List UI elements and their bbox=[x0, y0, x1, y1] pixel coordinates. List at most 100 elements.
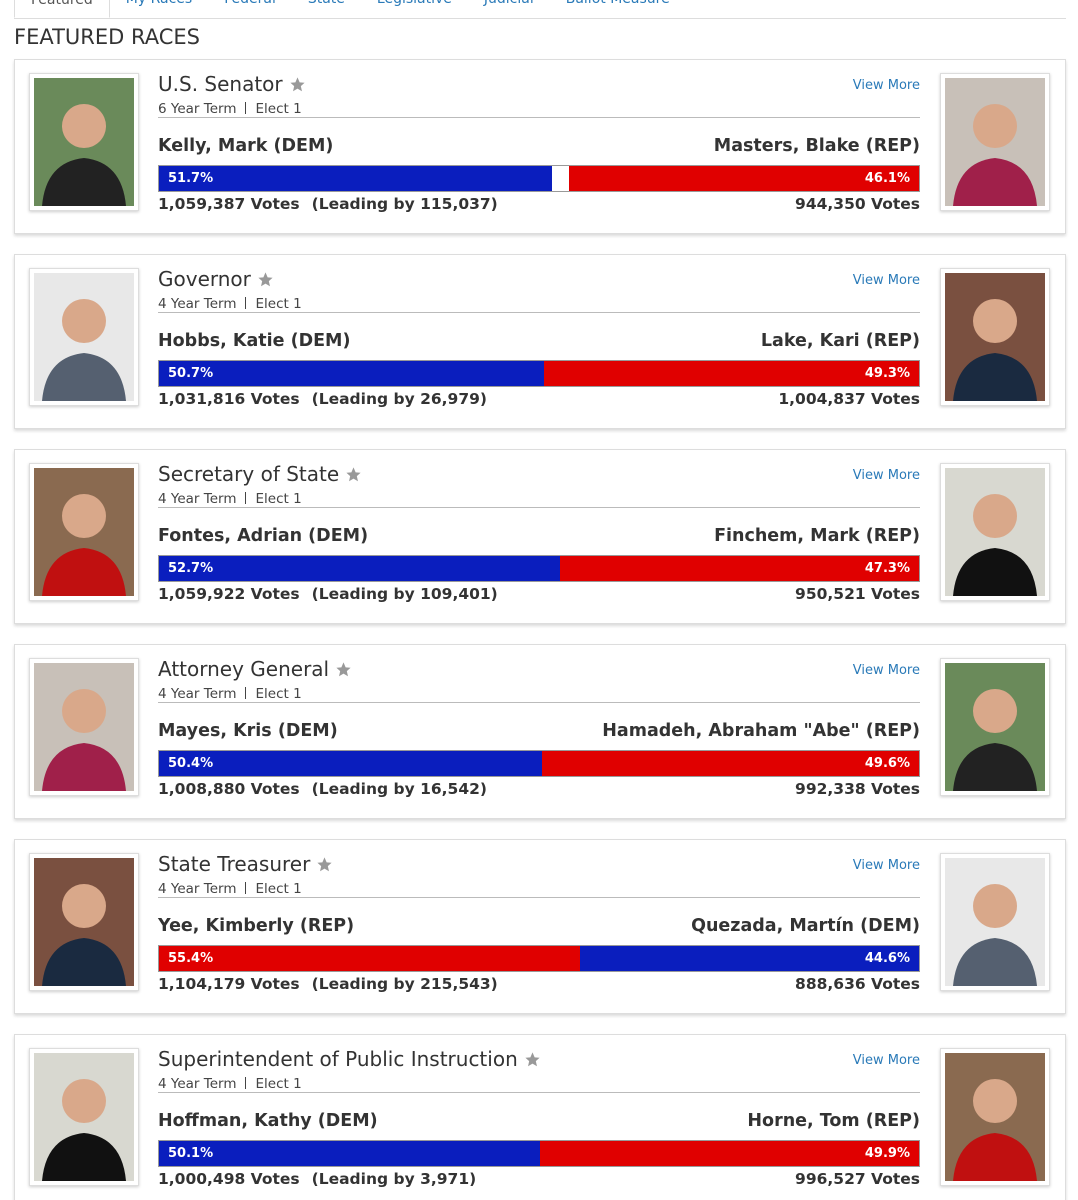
favorite-star[interactable] bbox=[289, 74, 306, 98]
view-more-link[interactable]: View More bbox=[852, 1053, 920, 1068]
vote-share-bar bbox=[559, 556, 919, 581]
portrait bbox=[945, 1053, 1045, 1181]
star-icon bbox=[525, 1051, 540, 1066]
tab[interactable]: Featured bbox=[14, 0, 110, 18]
elect: Elect 1 bbox=[255, 296, 302, 312]
star-icon bbox=[290, 76, 305, 91]
lead-margin: (Leading by 26,979) bbox=[311, 390, 487, 408]
tab[interactable]: My Races bbox=[110, 0, 208, 18]
race-title: Secretary of State bbox=[158, 462, 362, 488]
vote-bar: 50.1% 49.9% bbox=[158, 1140, 920, 1167]
term: 4 Year Term bbox=[158, 1076, 237, 1092]
separator bbox=[245, 1077, 247, 1089]
vote-count: 1,031,816 Votes (Leading by 26,979) bbox=[158, 390, 487, 408]
vote-count: 888,636 Votes bbox=[795, 975, 920, 993]
view-more-link[interactable]: View More bbox=[852, 78, 920, 93]
vote-share-bar bbox=[539, 1141, 919, 1166]
vote-count: 944,350 Votes bbox=[795, 195, 920, 213]
lead-margin: (Leading by 215,543) bbox=[311, 975, 498, 993]
vote-share-label: 50.7% bbox=[168, 366, 214, 381]
vote-share-label: 44.6% bbox=[864, 951, 910, 966]
race-card: State Treasurer 4 Year Term Elect 1 View Mo… bbox=[14, 839, 1066, 1014]
vote-bar: 50.7% 49.3% bbox=[158, 360, 920, 387]
vote-bar: 51.7% 46.1% bbox=[158, 165, 920, 192]
candidate-photo bbox=[940, 73, 1050, 211]
term-info: 4 Year Term Elect 1 bbox=[158, 491, 302, 507]
vote-count: 1,004,837 Votes bbox=[778, 390, 920, 408]
vote-share-bar bbox=[159, 1141, 540, 1166]
vote-share-label: 50.1% bbox=[168, 1146, 214, 1161]
favorite-star[interactable] bbox=[524, 1049, 541, 1073]
office: Attorney General bbox=[158, 657, 330, 681]
candidate-photo bbox=[29, 853, 139, 991]
portrait bbox=[34, 1053, 134, 1181]
star-icon bbox=[317, 856, 332, 871]
vote-count: 992,338 Votes bbox=[795, 780, 920, 798]
lead-margin: (Leading by 3,971) bbox=[311, 1170, 477, 1188]
vote-count: 1,059,387 Votes (Leading by 115,037) bbox=[158, 195, 498, 213]
vote-share-label: 50.4% bbox=[168, 756, 214, 771]
divider bbox=[158, 1092, 920, 1093]
star-icon bbox=[346, 466, 361, 481]
race-title: State Treasurer bbox=[158, 852, 333, 878]
tab[interactable]: State bbox=[292, 0, 361, 18]
lead-margin: (Leading by 16,542) bbox=[311, 780, 487, 798]
vote-bar: 50.4% 49.6% bbox=[158, 750, 920, 777]
vote-count: 1,031,816 Votes bbox=[158, 390, 300, 408]
vote-count: 996,527 Votes bbox=[795, 1170, 920, 1188]
vote-share-bar bbox=[580, 946, 919, 971]
office: Governor bbox=[158, 267, 251, 291]
term: 4 Year Term bbox=[158, 296, 237, 312]
divider bbox=[158, 312, 920, 313]
favorite-star[interactable] bbox=[257, 269, 274, 293]
portrait bbox=[34, 78, 134, 206]
candidate-name: Finchem, Mark (REP) bbox=[714, 526, 920, 546]
candidate-photo bbox=[29, 1048, 139, 1186]
vote-share-bar bbox=[159, 751, 543, 776]
tab[interactable]: Federal bbox=[208, 0, 292, 18]
elect: Elect 1 bbox=[255, 1076, 302, 1092]
vote-share-bar bbox=[159, 361, 545, 386]
view-more-link[interactable]: View More bbox=[852, 663, 920, 678]
elect: Elect 1 bbox=[255, 881, 302, 897]
favorite-star[interactable] bbox=[345, 464, 362, 488]
elect: Elect 1 bbox=[255, 491, 302, 507]
vote-share-label: 52.7% bbox=[168, 561, 214, 576]
tab[interactable]: Legislative bbox=[361, 0, 468, 18]
vote-bar: 52.7% 47.3% bbox=[158, 555, 920, 582]
vote-count: 1,008,880 Votes bbox=[158, 780, 300, 798]
candidate-photo bbox=[29, 658, 139, 796]
view-more-link[interactable]: View More bbox=[852, 468, 920, 483]
heading: FEATURED RACES bbox=[14, 25, 200, 49]
divider bbox=[158, 897, 920, 898]
favorite-star[interactable] bbox=[335, 659, 352, 683]
candidate-photo bbox=[940, 658, 1050, 796]
tab[interactable]: Ballot Measure bbox=[550, 0, 686, 18]
race-card: U.S. Senator 6 Year Term Elect 1 View More K… bbox=[14, 59, 1066, 234]
favorite-star[interactable] bbox=[316, 854, 333, 878]
race-card: Secretary of State 4 Year Term Elect 1 View… bbox=[14, 449, 1066, 624]
candidate-name: Hobbs, Katie (DEM) bbox=[158, 331, 351, 351]
vote-share-label: 49.3% bbox=[864, 366, 910, 381]
separator bbox=[245, 492, 247, 504]
term-info: 6 Year Term Elect 1 bbox=[158, 101, 302, 117]
candidate-name: Kelly, Mark (DEM) bbox=[158, 136, 334, 156]
term: 4 Year Term bbox=[158, 881, 237, 897]
separator bbox=[245, 687, 247, 699]
tab[interactable]: Judicial bbox=[468, 0, 550, 18]
candidate-name: Hamadeh, Abraham "Abe" (REP) bbox=[602, 721, 920, 741]
term-info: 4 Year Term Elect 1 bbox=[158, 1076, 302, 1092]
candidate-name: Mayes, Kris (DEM) bbox=[158, 721, 338, 741]
lead-margin: (Leading by 109,401) bbox=[311, 585, 498, 603]
vote-count: 1,008,880 Votes (Leading by 16,542) bbox=[158, 780, 487, 798]
race-card: Attorney General 4 Year Term Elect 1 View M… bbox=[14, 644, 1066, 819]
candidate-name: Hoffman, Kathy (DEM) bbox=[158, 1111, 378, 1131]
vote-count: 1,000,498 Votes (Leading by 3,971) bbox=[158, 1170, 476, 1188]
view-more-link[interactable]: View More bbox=[852, 273, 920, 288]
view-more-link[interactable]: View More bbox=[852, 858, 920, 873]
portrait bbox=[34, 858, 134, 986]
star-icon bbox=[336, 661, 351, 676]
separator bbox=[245, 102, 247, 114]
office: U.S. Senator bbox=[158, 72, 283, 96]
